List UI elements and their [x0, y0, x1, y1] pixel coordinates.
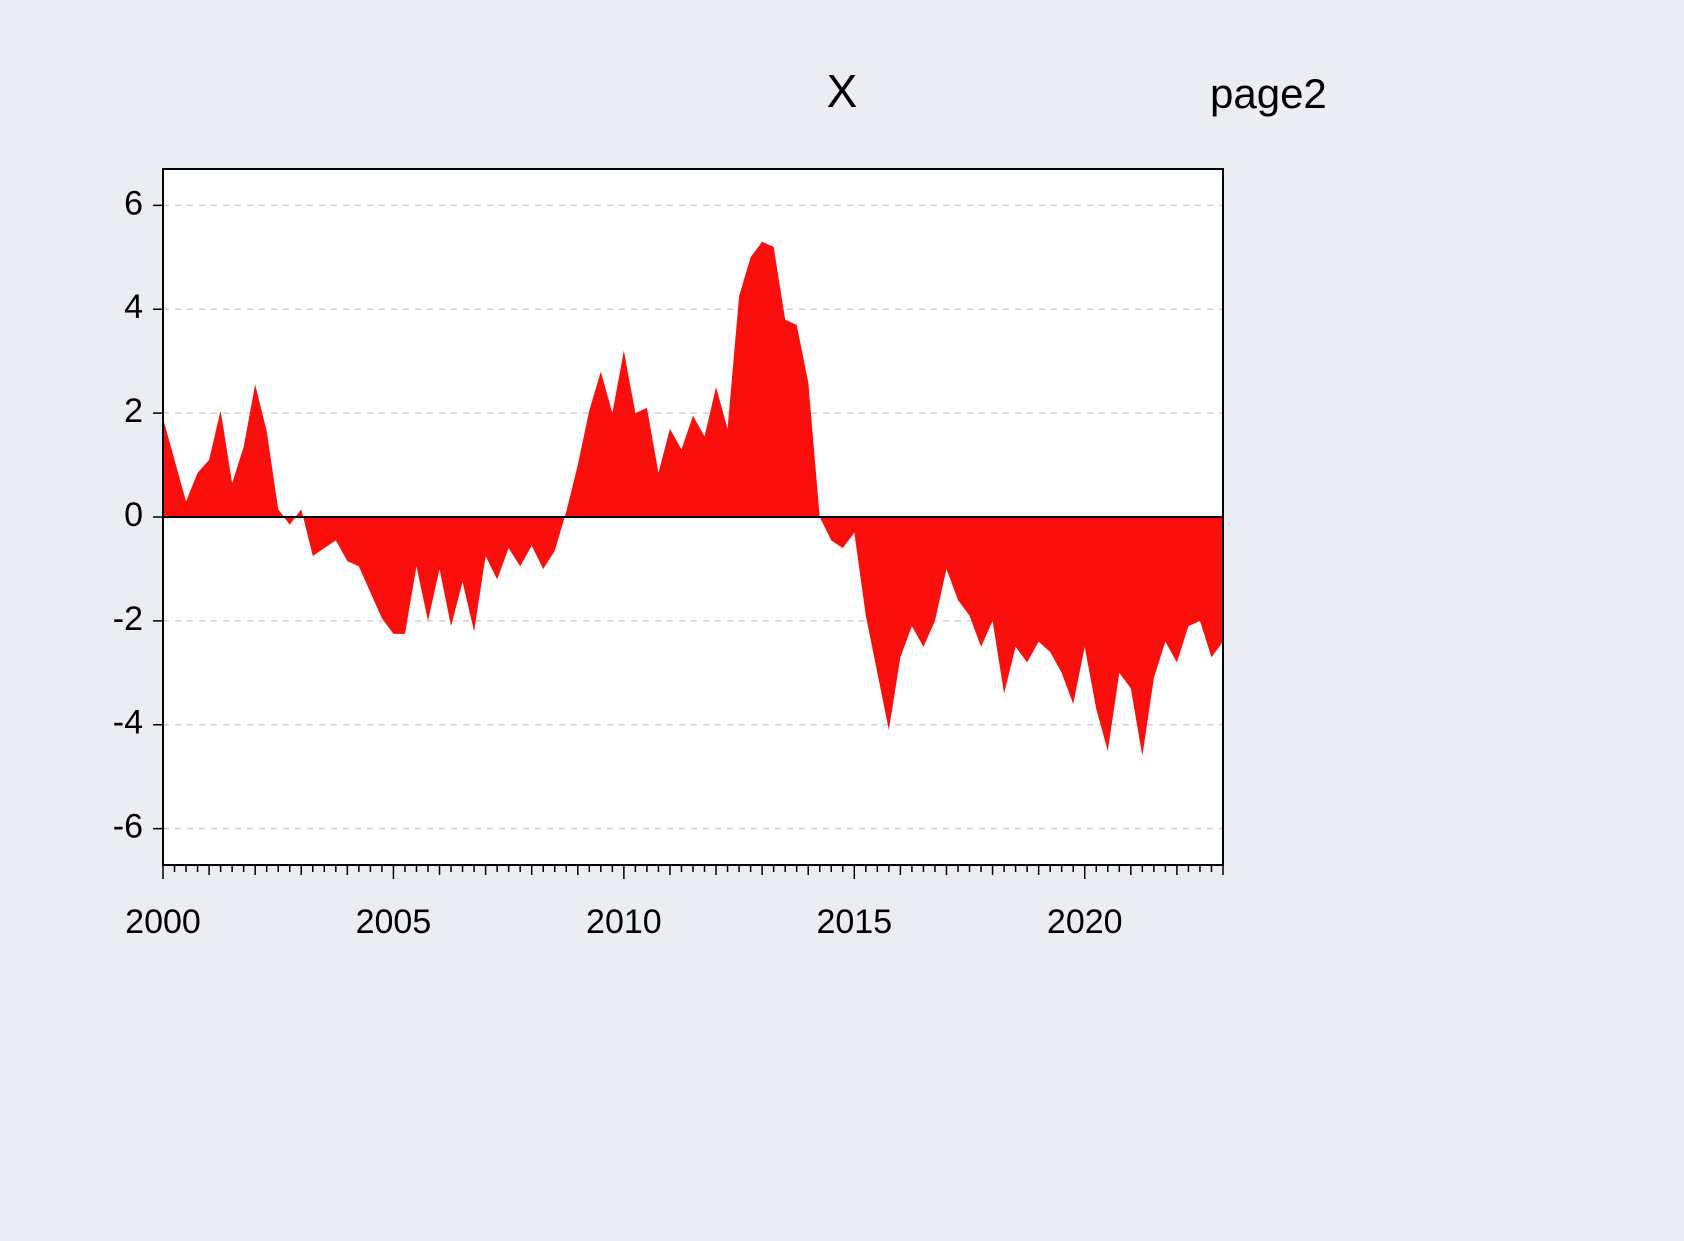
x-tick-label: 2020: [1047, 903, 1123, 941]
x-tick-label: 2015: [816, 903, 892, 941]
x-tick-label: 2005: [356, 903, 432, 941]
chart-title: X: [0, 64, 1684, 118]
x-tick-label: 2010: [586, 903, 662, 941]
y-tick-label: 0: [124, 496, 143, 534]
x-tick-label: 2000: [125, 903, 201, 941]
y-tick-label: 4: [124, 288, 143, 326]
y-tick-label: -4: [113, 704, 143, 742]
y-tick-label: -6: [113, 808, 143, 846]
chart-canvas: 2000 2005 2010 2015 2020 -6 -4 -2 0 2 4 6 Xpage2: [0, 0, 1684, 1241]
y-tick-label: 2: [124, 392, 143, 430]
page-label: page2: [1210, 70, 1327, 118]
y-tick-label: -2: [113, 600, 143, 638]
y-tick-label: 6: [124, 184, 143, 222]
chart-svg: 2000 2005 2010 2015 2020 -6 -4 -2 0 2 4 6: [0, 0, 1684, 1241]
